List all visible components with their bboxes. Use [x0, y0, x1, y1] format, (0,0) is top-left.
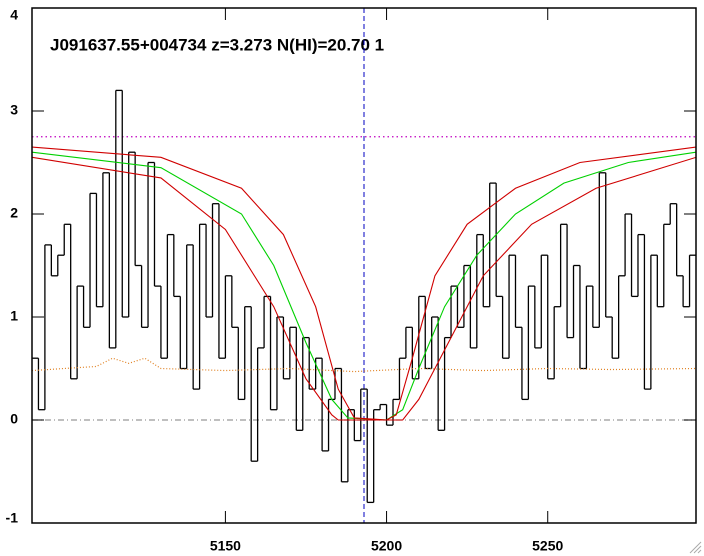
y-tick-label: 0	[10, 411, 18, 427]
x-tick-label: 5150	[210, 538, 241, 554]
x-tick-label: 5250	[532, 538, 563, 554]
x-tick-label: 5200	[371, 538, 402, 554]
resize-grip	[689, 541, 702, 554]
y-tick-label: -1	[6, 510, 19, 526]
y-tick-label: 4	[10, 7, 18, 23]
chart-title: J091637.55+004734 z=3.273 N(HI)=20.70 1	[50, 35, 384, 54]
y-tick-label: 3	[10, 102, 18, 118]
y-tick-label: 1	[10, 308, 18, 324]
plot-frame	[31, 7, 697, 524]
lower-line	[32, 156, 696, 421]
error-line	[32, 357, 696, 373]
model-line	[32, 151, 696, 421]
y-tick-label: 2	[10, 205, 18, 221]
